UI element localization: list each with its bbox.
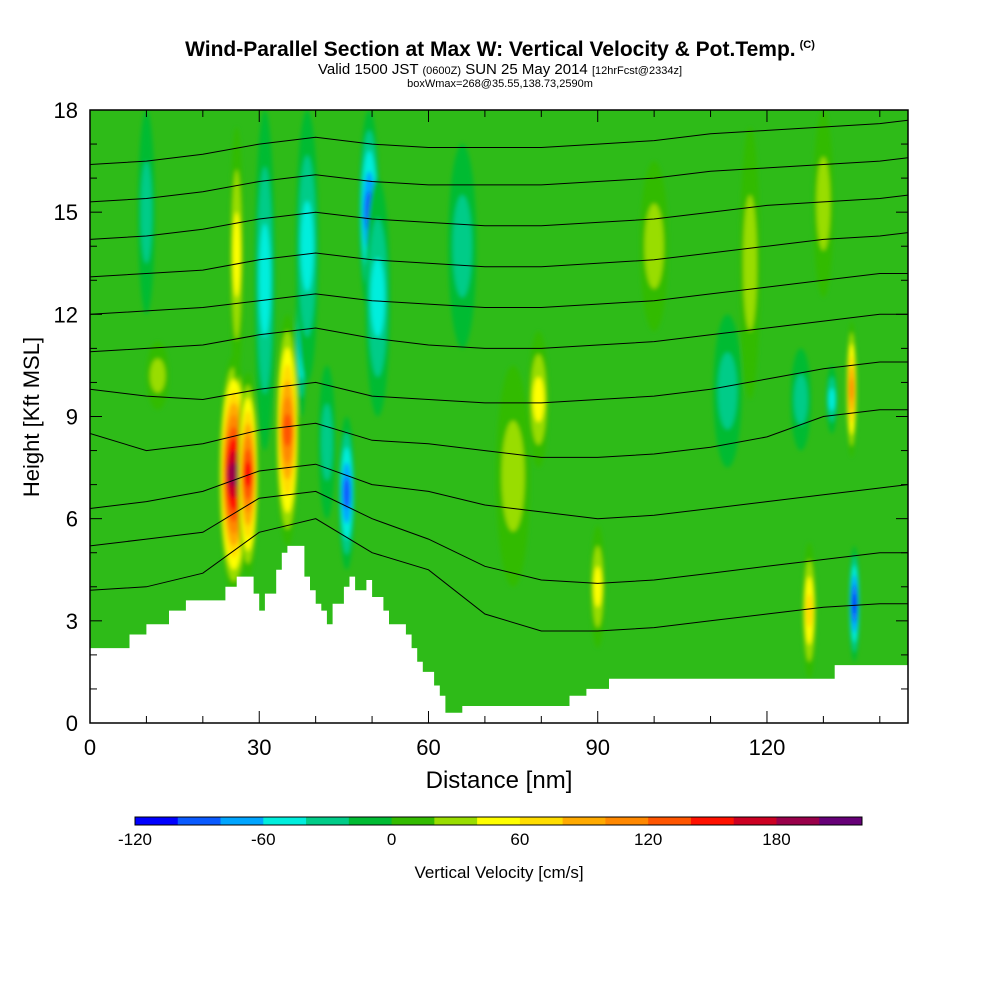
velocity-core-12 xyxy=(805,593,813,628)
colorbar-swatch xyxy=(135,817,179,825)
x-tick-label: 120 xyxy=(749,735,786,760)
valid-prefix: Valid 1500 JST xyxy=(317,61,419,78)
colorbar-swatch xyxy=(306,817,350,825)
colorbar-swatch xyxy=(519,817,564,825)
colorbar-tick-label: 0 xyxy=(387,830,396,849)
y-tick-label: 0 xyxy=(66,711,78,736)
colorbar-swatch xyxy=(605,817,649,825)
y-tick-label: 12 xyxy=(54,302,78,327)
velocity-core-10 xyxy=(532,376,545,423)
colorbar-swatch xyxy=(348,817,393,825)
chart-title-text: Wind-Parallel Section at Max W: Vertical… xyxy=(185,38,796,61)
colorbar-tick-label: -60 xyxy=(251,830,276,849)
theta-contour-3 xyxy=(90,409,908,458)
colorbar: -120 -60 0 60 120 180 xyxy=(118,816,863,849)
velocity-core-25 xyxy=(321,403,333,481)
colorbar-tick-label: 60 xyxy=(510,830,529,849)
velocity-core-21 xyxy=(793,373,808,426)
colorbar-swatch xyxy=(477,817,521,825)
colorbar-swatch xyxy=(220,817,264,825)
y-tick-label: 15 xyxy=(54,200,78,225)
velocity-core-20 xyxy=(743,195,757,332)
y-tick-label: 9 xyxy=(66,405,78,430)
velocity-core-14 xyxy=(849,377,854,401)
velocity-core-17 xyxy=(452,195,472,298)
colorbar-swatch xyxy=(562,817,606,825)
colorbar-tick-label: -120 xyxy=(118,830,152,849)
chart-subtitle: Valid 1500 JST (0600Z) SUN 25 May 2014 [… xyxy=(0,61,1000,78)
theta-contour-10 xyxy=(90,119,908,165)
x-tick-label: 30 xyxy=(247,735,271,760)
colorbar-swatch xyxy=(391,817,435,825)
theta-contour-2 xyxy=(90,463,908,520)
theta-contour-4 xyxy=(90,361,908,404)
velocity-core-15 xyxy=(150,358,166,393)
colorbar-swatch xyxy=(819,817,863,825)
colorbar-swatch xyxy=(690,817,735,825)
forecast-info: [12hrFcst@2334z] xyxy=(591,65,682,77)
y-tick-label: 3 xyxy=(66,609,78,634)
velocity-core-0 xyxy=(227,462,240,487)
velocity-core-3 xyxy=(232,212,241,298)
valid-date: SUN 25 May 2014 xyxy=(465,61,588,78)
velocity-core-16 xyxy=(501,420,525,532)
colorbar-frame xyxy=(134,816,863,826)
y-axis-title: Height [Kft MSL] xyxy=(19,336,44,498)
theta-contour-8 xyxy=(90,194,908,240)
velocity-core-2 xyxy=(282,413,293,447)
theta-contour-1 xyxy=(90,490,908,584)
theta-contour-0 xyxy=(90,518,908,632)
velocity-core-6 xyxy=(300,200,314,292)
theta-contours xyxy=(90,119,908,632)
x-axis-title: Distance [nm] xyxy=(425,767,573,794)
chart-title: Wind-Parallel Section at Max W: Vertical… xyxy=(0,38,1000,62)
theta-contour-7 xyxy=(90,232,908,278)
colorbar-tick-label: 180 xyxy=(762,830,790,849)
x-tick-label: 0 xyxy=(84,735,96,760)
velocity-core-18 xyxy=(644,203,664,289)
velocity-core-13 xyxy=(852,594,857,614)
colorbar-title: Vertical Velocity [cm/s] xyxy=(414,863,584,882)
copyright-mark: (C) xyxy=(799,39,815,51)
colorbar-swatch xyxy=(776,817,820,825)
colorbar-swatch xyxy=(733,817,777,825)
terrain xyxy=(90,545,908,723)
plot-area xyxy=(90,110,908,723)
colorbar-swatch xyxy=(177,817,222,825)
velocity-core-19 xyxy=(717,352,737,430)
velocity-core-9 xyxy=(370,257,385,338)
colorbar-swatch xyxy=(648,817,692,825)
velocity-core-24 xyxy=(140,161,153,264)
x-tick-label: 60 xyxy=(416,735,440,760)
velocity-core-4 xyxy=(259,223,271,338)
velocity-core-11 xyxy=(593,566,602,608)
velocity-core-22 xyxy=(816,156,831,251)
y-tick-label: 6 xyxy=(66,507,78,532)
colorbar-tick-label: 120 xyxy=(634,830,662,849)
theta-contour-9 xyxy=(90,157,908,203)
velocity-core-1 xyxy=(243,461,253,488)
velocity-core-7 xyxy=(342,477,351,509)
box-info: boxWmax=268@35.55,138.73,2590m xyxy=(407,78,593,90)
colorbar-swatch xyxy=(434,817,478,825)
theta-contour-6 xyxy=(90,273,908,315)
x-tick-label: 90 xyxy=(585,735,609,760)
velocity-core-23 xyxy=(828,388,836,411)
theta-contour-5 xyxy=(90,313,908,353)
colorbar-swatch xyxy=(263,817,307,825)
valid-utc: (0600Z) xyxy=(422,65,462,77)
y-tick-label: 18 xyxy=(54,98,78,123)
